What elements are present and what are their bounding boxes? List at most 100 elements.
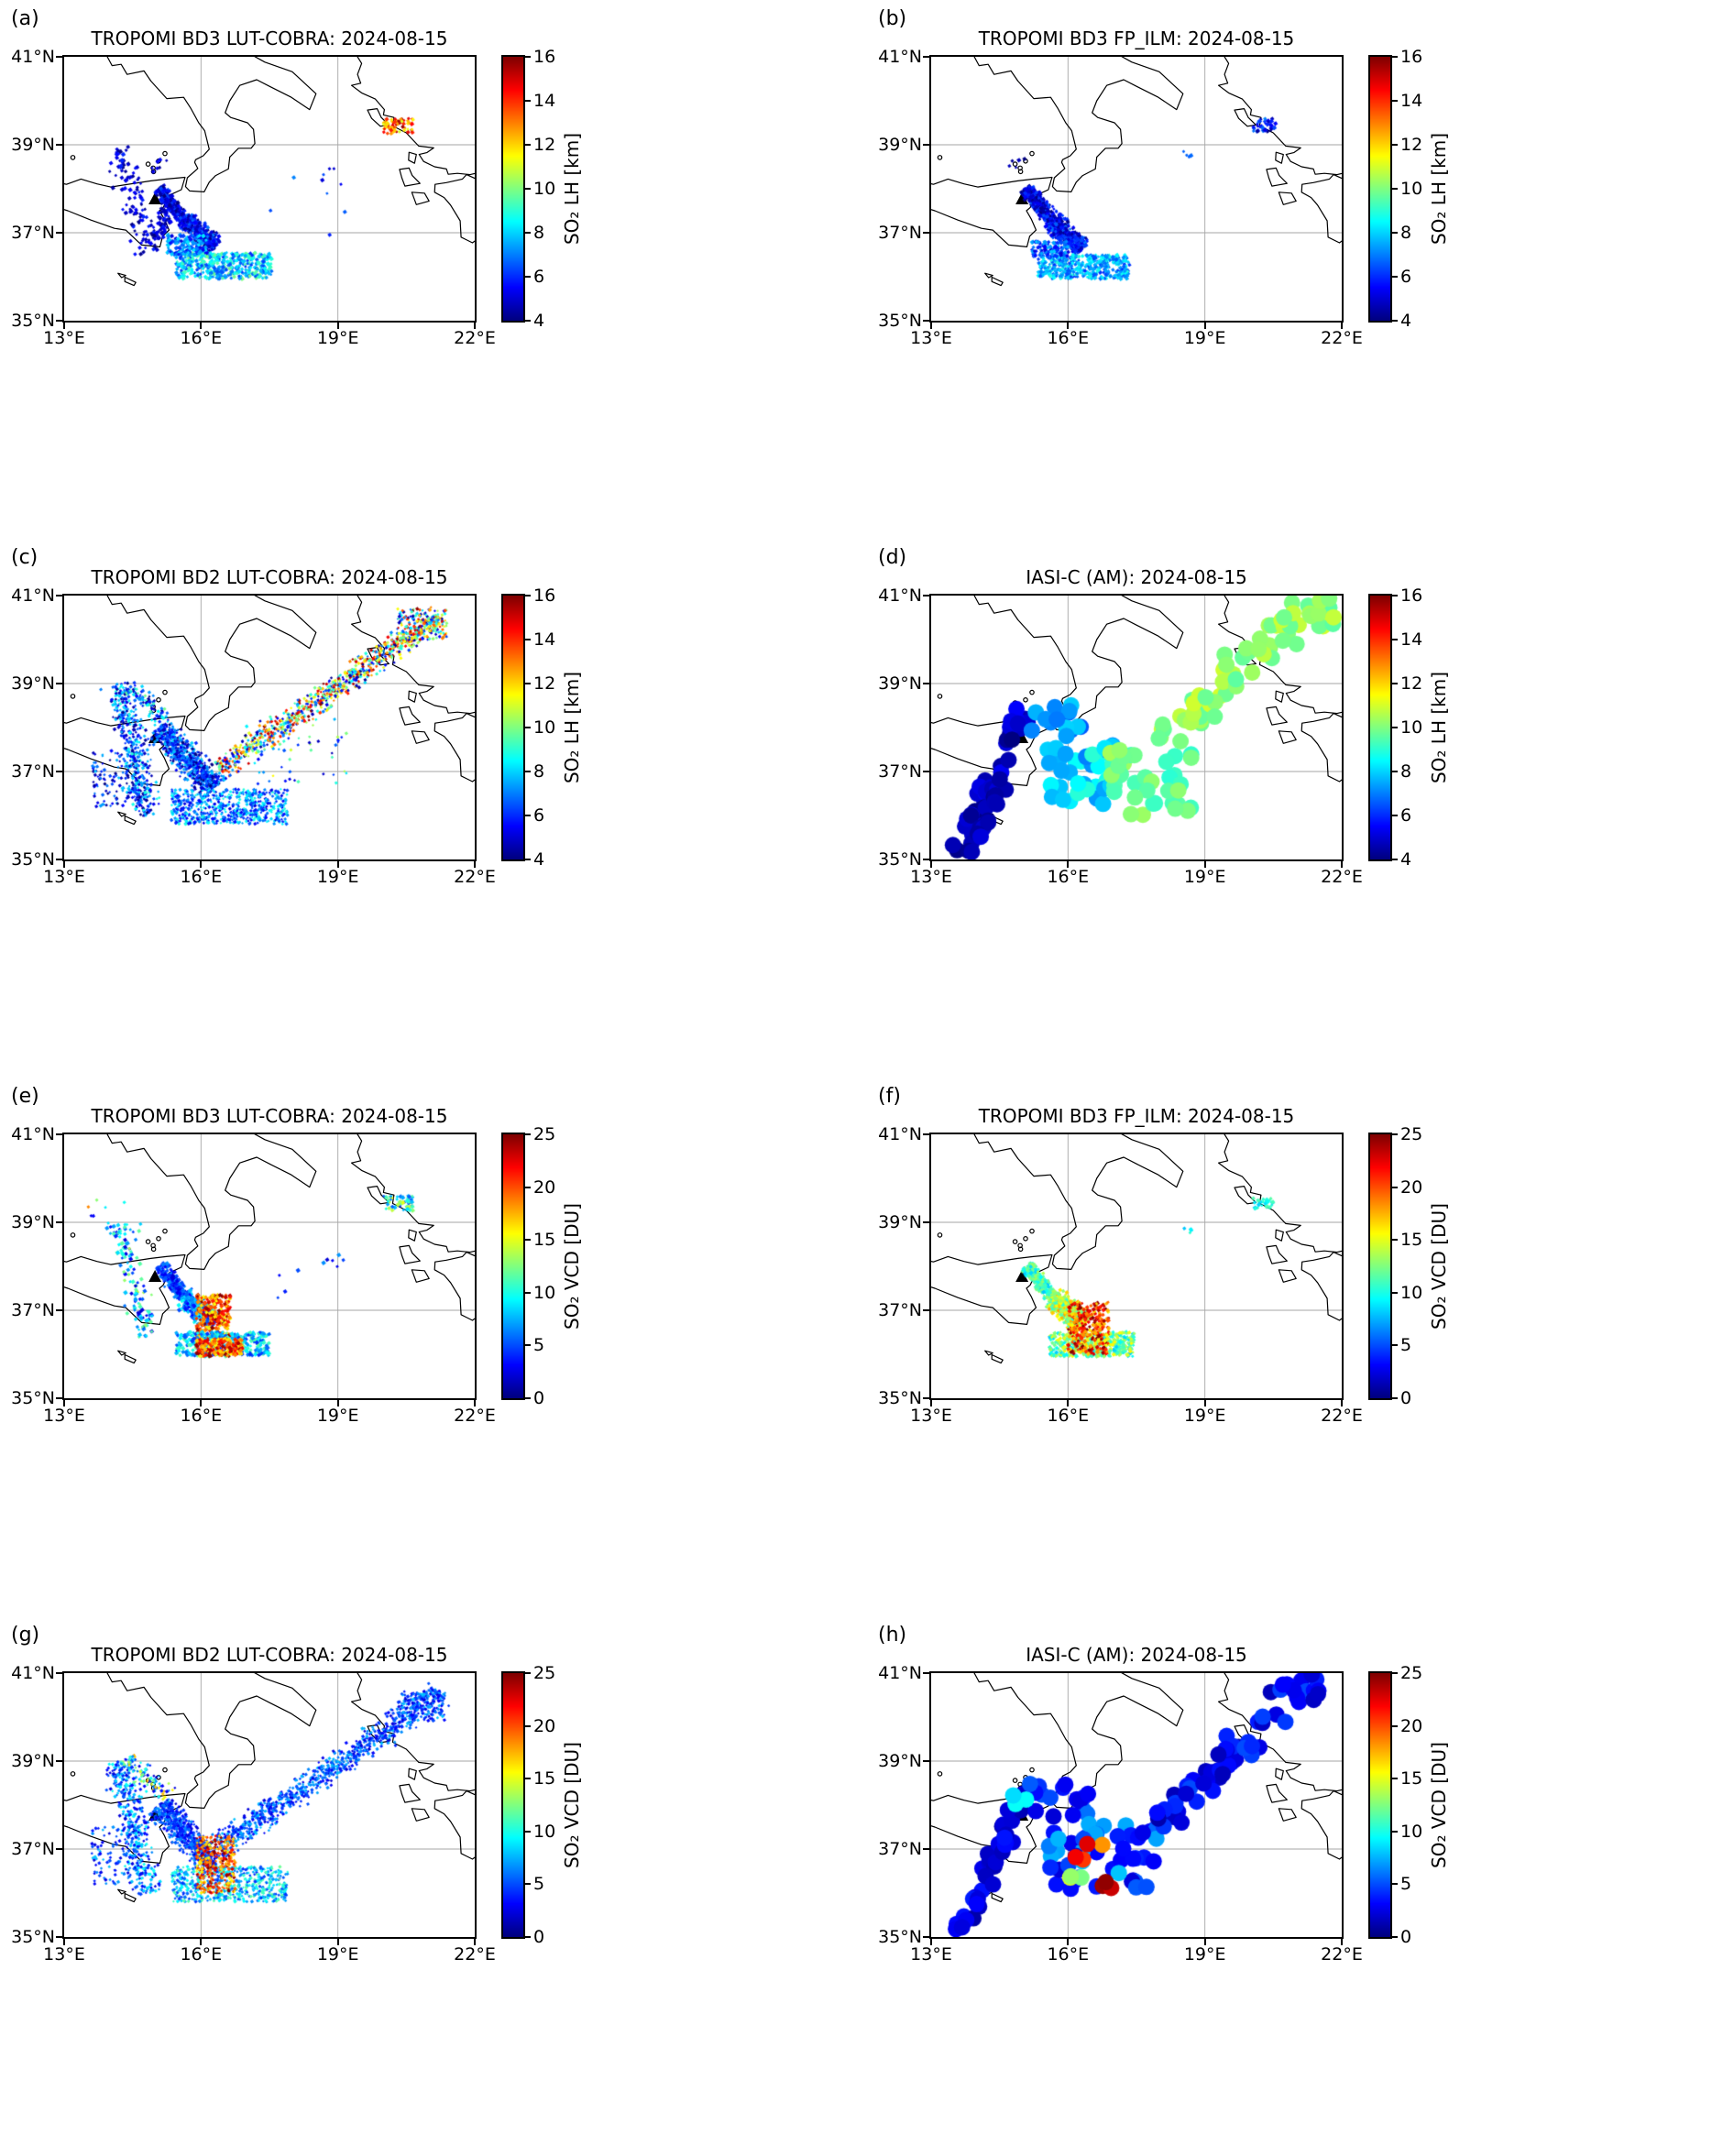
panel-title: TROPOMI BD3 LUT-COBRA: 2024-08-15 bbox=[91, 27, 448, 49]
colorbar-tick bbox=[1392, 100, 1398, 102]
y-tick-label: 35°N bbox=[878, 849, 922, 870]
colorbar-tick bbox=[1392, 232, 1398, 234]
panel-b: (b) TROPOMI BD3 FP_ILM: 2024-08-15 13°E 1… bbox=[867, 0, 1734, 539]
map-plot bbox=[62, 1133, 477, 1400]
x-tick-label: 22°E bbox=[454, 328, 496, 348]
x-tick bbox=[336, 323, 339, 329]
x-tick-label: 22°E bbox=[1321, 1406, 1363, 1426]
colorbar-tick-label: 16 bbox=[1400, 47, 1423, 67]
x-tick-label: 16°E bbox=[1047, 867, 1090, 887]
y-tick-label: 37°N bbox=[878, 223, 922, 243]
x-tick bbox=[1067, 1939, 1070, 1945]
map-plot bbox=[929, 1671, 1344, 1939]
panel-title: IASI-C (AM): 2024-08-15 bbox=[1026, 1644, 1247, 1666]
y-tick-label: 35°N bbox=[11, 311, 55, 331]
colorbar-tick bbox=[1392, 276, 1398, 278]
y-tick-label: 39°N bbox=[11, 673, 55, 694]
colorbar-tick bbox=[1392, 1133, 1398, 1135]
colorbar-tick bbox=[525, 639, 531, 640]
colorbar-tick-label: 8 bbox=[1400, 761, 1412, 782]
colorbar bbox=[1368, 1133, 1392, 1400]
colorbar-tick-label: 20 bbox=[1400, 1715, 1423, 1736]
colorbar-tick bbox=[525, 320, 531, 322]
colorbar-tick-label: 25 bbox=[533, 1124, 556, 1144]
y-tick bbox=[923, 56, 929, 58]
colorbar-tick bbox=[525, 1397, 531, 1399]
colorbar-tick-label: 6 bbox=[1400, 267, 1412, 287]
colorbar-tick-label: 8 bbox=[1400, 223, 1412, 243]
panel-a: (a) TROPOMI BD3 LUT-COBRA: 2024-08-15 13… bbox=[0, 0, 867, 539]
x-tick bbox=[1067, 323, 1070, 329]
colorbar-axis-label: SO₂ VCD [DU] bbox=[561, 1742, 583, 1868]
x-tick bbox=[930, 861, 932, 868]
map-plot bbox=[929, 1133, 1344, 1400]
y-tick-label: 41°N bbox=[11, 1124, 55, 1144]
colorbar-gradient bbox=[503, 1673, 523, 1937]
panel-label: (f) bbox=[878, 1085, 901, 1108]
colorbar-tick bbox=[1392, 320, 1398, 322]
x-tick bbox=[474, 1400, 476, 1406]
colorbar-tick bbox=[525, 1672, 531, 1674]
x-tick-label: 16°E bbox=[180, 867, 223, 887]
y-tick bbox=[923, 232, 929, 234]
panel-title: IASI-C (AM): 2024-08-15 bbox=[1026, 566, 1247, 588]
x-tick-label: 13°E bbox=[910, 867, 952, 887]
y-tick bbox=[923, 683, 929, 684]
x-tick-label: 16°E bbox=[180, 328, 223, 348]
colorbar-tick bbox=[525, 1778, 531, 1780]
x-tick-label: 13°E bbox=[43, 1406, 85, 1426]
colorbar-tick-label: 10 bbox=[1400, 717, 1423, 738]
y-tick bbox=[923, 595, 929, 596]
colorbar-tick-label: 14 bbox=[1400, 91, 1423, 111]
colorbar-tick bbox=[1392, 727, 1398, 728]
x-tick bbox=[63, 861, 65, 868]
x-tick-label: 16°E bbox=[180, 1944, 223, 1964]
panel-f: (f) TROPOMI BD3 FP_ILM: 2024-08-15 13°E 1… bbox=[867, 1078, 1734, 1616]
y-tick-label: 35°N bbox=[878, 1927, 922, 1947]
colorbar-tick-label: 6 bbox=[533, 805, 545, 826]
colorbar-tick-label: 10 bbox=[533, 179, 556, 199]
map-plot bbox=[62, 594, 477, 861]
y-tick-label: 39°N bbox=[878, 1751, 922, 1771]
colorbar-tick-label: 5 bbox=[533, 1874, 545, 1895]
colorbar-tick-label: 12 bbox=[1400, 673, 1423, 694]
colorbar-tick-label: 25 bbox=[1400, 1124, 1423, 1144]
y-tick bbox=[56, 1760, 62, 1762]
scatter-canvas bbox=[64, 1673, 475, 1937]
colorbar-tick bbox=[525, 144, 531, 146]
map-plot bbox=[62, 55, 477, 323]
x-tick bbox=[1067, 861, 1070, 868]
colorbar-tick-label: 15 bbox=[1400, 1768, 1423, 1789]
colorbar-tick-label: 4 bbox=[533, 849, 545, 870]
colorbar-tick-label: 25 bbox=[533, 1663, 556, 1683]
colorbar-tick bbox=[525, 276, 531, 278]
panel-d: (d) IASI-C (AM): 2024-08-15 13°E 16°E 19°E… bbox=[867, 539, 1734, 1078]
x-tick bbox=[1341, 1939, 1343, 1945]
x-tick-label: 13°E bbox=[910, 1406, 952, 1426]
colorbar-tick-label: 8 bbox=[533, 761, 545, 782]
y-tick-label: 35°N bbox=[11, 1388, 55, 1408]
colorbar-tick-label: 10 bbox=[533, 717, 556, 738]
y-tick-label: 39°N bbox=[878, 135, 922, 155]
colorbar bbox=[1368, 594, 1392, 861]
colorbar-tick bbox=[525, 859, 531, 860]
colorbar-axis-label: SO₂ LH [km] bbox=[561, 132, 583, 246]
colorbar-gradient bbox=[503, 57, 523, 321]
colorbar-tick-label: 10 bbox=[533, 1821, 556, 1842]
colorbar-tick-label: 12 bbox=[1400, 135, 1423, 155]
x-tick-label: 22°E bbox=[1321, 1944, 1363, 1964]
colorbar-tick bbox=[1392, 1186, 1398, 1188]
colorbar-tick bbox=[1392, 1344, 1398, 1347]
y-tick-label: 35°N bbox=[878, 1388, 922, 1408]
x-tick-label: 19°E bbox=[316, 1406, 359, 1426]
y-tick bbox=[56, 859, 62, 860]
panel-label: (c) bbox=[11, 546, 38, 569]
x-tick bbox=[930, 323, 932, 329]
colorbar-tick bbox=[1392, 771, 1398, 772]
y-tick bbox=[923, 859, 929, 860]
y-tick bbox=[923, 1133, 929, 1135]
colorbar-tick-label: 12 bbox=[533, 673, 556, 694]
colorbar-tick-label: 14 bbox=[1400, 629, 1423, 650]
y-tick-label: 41°N bbox=[11, 1663, 55, 1683]
